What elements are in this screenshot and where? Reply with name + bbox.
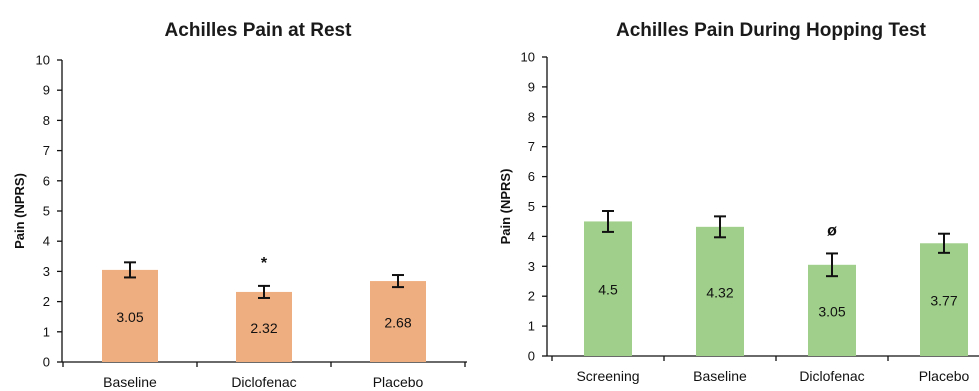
hop-value-label: 4.5 [598,282,618,298]
rest-y-tick-label: 8 [43,113,50,128]
rest-value-label: 3.05 [116,309,143,325]
hop-y-tick-label: 3 [528,259,535,274]
hop-value-label: 4.32 [706,284,733,300]
rest-significance-marker: * [261,255,268,272]
rest-category-label: Placebo [373,374,424,390]
hop-significance-marker: ø [827,222,837,239]
hop-category-label: Placebo [919,368,970,384]
hop-category-label: Diclofenac [799,368,864,384]
hop-bar-diclofenac [808,264,856,356]
rest-bar-diclofenac [236,291,292,362]
rest-y-tick-label: 0 [43,355,50,370]
rest-y-axis-label: Pain (NPRS) [12,173,27,249]
rest-y-tick-label: 10 [36,53,50,68]
rest-y-tick-label: 5 [43,204,50,219]
rest-chart-title: Achilles Pain at Rest [165,20,353,41]
rest-bar-baseline [102,269,158,362]
rest-category-label: Baseline [103,374,157,390]
hop-y-tick-label: 2 [528,289,535,304]
hop-bar-screening [584,221,632,356]
hop-y-tick-label: 10 [521,50,535,65]
hop-y-tick-label: 6 [528,169,535,184]
hop-y-tick-label: 7 [528,139,535,154]
hop-y-tick-label: 5 [528,199,535,214]
hop-y-tick-label: 0 [528,349,535,364]
rest-y-tick-label: 6 [43,173,50,188]
rest-bar-placebo [370,281,426,362]
hop-category-label: Screening [576,368,639,384]
rest-y-tick-label: 3 [43,264,50,279]
hop-y-tick-label: 9 [528,79,535,94]
rest-y-tick-label: 1 [43,324,50,339]
rest-y-tick-label: 9 [43,83,50,98]
rest-value-label: 2.32 [250,320,277,336]
rest-value-label: 2.68 [384,315,411,331]
hop-y-tick-label: 8 [528,109,535,124]
hop-value-label: 3.77 [930,293,957,309]
hop-chart-title: Achilles Pain During Hopping Test [616,20,927,41]
hop-category-label: Baseline [693,368,747,384]
hop-bar-placebo [920,243,968,356]
rest-y-tick-label: 2 [43,294,50,309]
rest-category-label: Diclofenac [231,374,296,390]
rest-y-tick-label: 4 [43,234,50,249]
hop-y-tick-label: 1 [528,319,535,334]
hop-y-tick-label: 4 [528,229,535,244]
hop-y-axis-label: Pain (NPRS) [498,169,513,245]
hop-bar-baseline [696,226,744,356]
hop-value-label: 3.05 [818,303,845,319]
rest-y-tick-label: 7 [43,143,50,158]
